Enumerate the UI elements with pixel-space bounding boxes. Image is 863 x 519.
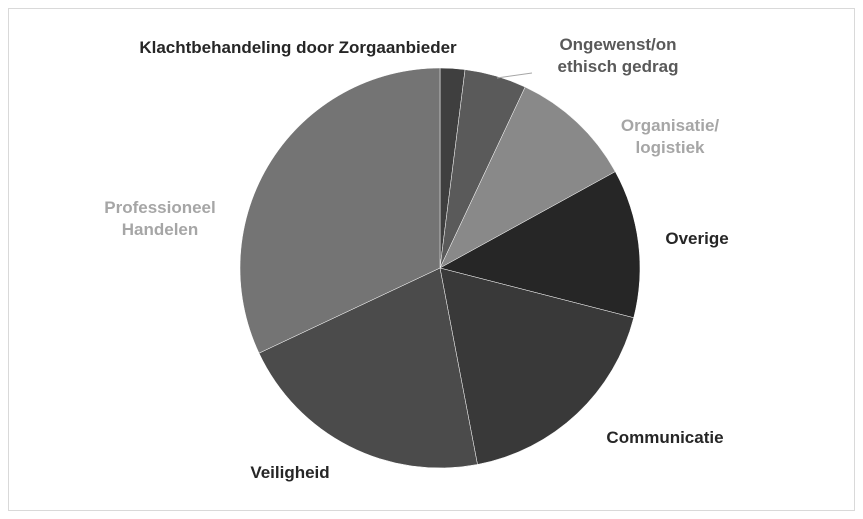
- slice-label: Organisatie/logistiek: [621, 116, 720, 157]
- slice-label: Veiligheid: [250, 463, 329, 482]
- pie-slice: [439, 86, 616, 269]
- slice-label: Overige: [665, 229, 728, 248]
- pie-slice: [258, 267, 478, 469]
- slice-label: Klachtbehandeling door Zorgaanbieder: [139, 38, 457, 57]
- slice-label: Professioneel Handelen: [104, 198, 216, 239]
- pie-slice: [439, 267, 635, 465]
- slice-label: Ongewenst/on ethisch gedrag: [558, 35, 679, 76]
- slice-label: Communicatie: [606, 428, 723, 447]
- pie-slice: [239, 67, 441, 354]
- leader-line: [496, 72, 533, 79]
- pie-slice: [439, 171, 641, 319]
